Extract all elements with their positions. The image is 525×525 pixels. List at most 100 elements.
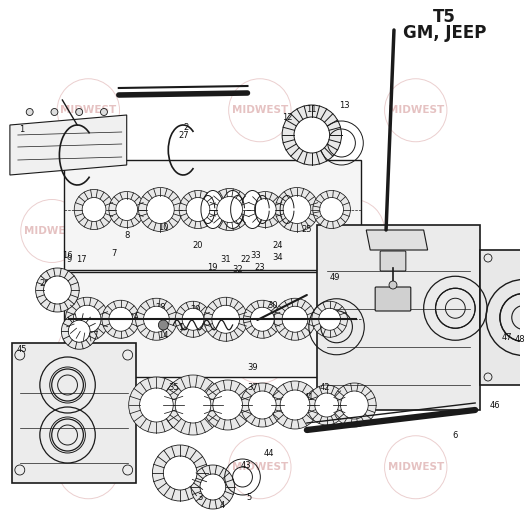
Circle shape: [274, 298, 316, 340]
Circle shape: [186, 197, 210, 222]
Bar: [480, 250, 525, 385]
Text: 2A: 2A: [128, 313, 139, 322]
Text: 5: 5: [247, 492, 252, 501]
Circle shape: [200, 474, 226, 500]
Bar: [12, 343, 135, 483]
Circle shape: [389, 281, 397, 289]
Bar: [65, 160, 361, 270]
Circle shape: [240, 383, 284, 427]
Circle shape: [100, 109, 108, 116]
Circle shape: [76, 109, 82, 116]
Circle shape: [175, 301, 211, 337]
Text: 22: 22: [240, 256, 251, 265]
Bar: [317, 225, 480, 410]
Circle shape: [248, 391, 276, 419]
Text: 17: 17: [76, 256, 87, 265]
Ellipse shape: [242, 191, 264, 228]
Circle shape: [143, 306, 169, 332]
Text: 2: 2: [183, 122, 188, 131]
Text: 38: 38: [260, 393, 271, 402]
Circle shape: [135, 298, 177, 340]
Text: 35: 35: [168, 383, 178, 392]
Text: MIDWEST: MIDWEST: [60, 346, 117, 357]
Text: 40: 40: [290, 393, 300, 402]
Text: 3: 3: [197, 492, 203, 501]
Circle shape: [65, 297, 109, 341]
Text: 1: 1: [19, 125, 24, 134]
Circle shape: [312, 301, 348, 337]
Text: 31: 31: [220, 256, 231, 265]
Text: 41: 41: [303, 393, 314, 402]
Text: 24: 24: [272, 240, 282, 249]
Circle shape: [36, 268, 79, 312]
Text: 7: 7: [111, 248, 117, 257]
Text: 42: 42: [319, 383, 330, 392]
Circle shape: [26, 109, 33, 116]
Circle shape: [129, 377, 184, 433]
Circle shape: [109, 307, 133, 331]
Circle shape: [213, 390, 243, 420]
Text: MIDWEST: MIDWEST: [232, 346, 288, 357]
Text: MIDWEST: MIDWEST: [232, 462, 288, 472]
Text: 39: 39: [247, 362, 258, 372]
Text: 8: 8: [124, 230, 129, 239]
Text: 26: 26: [39, 278, 50, 288]
Circle shape: [204, 297, 247, 341]
Circle shape: [191, 465, 235, 509]
Text: 16: 16: [62, 250, 72, 259]
Polygon shape: [10, 115, 127, 175]
FancyBboxPatch shape: [375, 287, 411, 311]
Circle shape: [139, 187, 182, 232]
Circle shape: [74, 190, 114, 229]
Circle shape: [203, 380, 253, 430]
Text: 43: 43: [240, 460, 251, 469]
Text: 4: 4: [220, 500, 225, 509]
Circle shape: [320, 197, 343, 222]
Circle shape: [307, 385, 347, 425]
Circle shape: [341, 391, 368, 419]
Circle shape: [255, 198, 276, 220]
Circle shape: [247, 192, 283, 227]
Circle shape: [244, 300, 281, 338]
Circle shape: [68, 320, 90, 342]
Circle shape: [146, 195, 174, 224]
Circle shape: [51, 109, 58, 116]
Circle shape: [282, 105, 341, 165]
Circle shape: [313, 191, 350, 228]
Circle shape: [140, 388, 173, 422]
Circle shape: [319, 308, 341, 330]
Text: 6: 6: [453, 430, 458, 439]
Text: 29: 29: [191, 306, 201, 314]
Text: 45: 45: [16, 345, 27, 354]
Text: 49: 49: [329, 272, 340, 281]
Text: 34: 34: [272, 253, 282, 261]
Text: MIDWEST: MIDWEST: [387, 346, 444, 357]
Circle shape: [163, 375, 223, 435]
FancyBboxPatch shape: [380, 251, 406, 271]
Circle shape: [82, 197, 106, 222]
Bar: [65, 272, 361, 377]
Text: 23: 23: [254, 262, 265, 271]
Circle shape: [163, 456, 197, 490]
Circle shape: [175, 387, 211, 423]
Circle shape: [250, 307, 274, 331]
Text: 48: 48: [514, 335, 525, 344]
Text: GM, JEEP: GM, JEEP: [403, 24, 486, 41]
Text: 36: 36: [185, 388, 195, 397]
Circle shape: [217, 196, 243, 223]
Text: 20: 20: [193, 240, 203, 249]
Circle shape: [294, 117, 330, 153]
Circle shape: [116, 198, 138, 220]
Circle shape: [271, 381, 319, 429]
Text: 28: 28: [155, 302, 166, 311]
Text: 25: 25: [302, 226, 312, 235]
Circle shape: [315, 393, 339, 417]
Text: 10: 10: [158, 223, 169, 232]
Text: MIDWEST: MIDWEST: [60, 105, 117, 116]
Circle shape: [275, 187, 319, 232]
Circle shape: [159, 320, 169, 330]
Text: 32: 32: [232, 266, 243, 275]
Text: MIDWEST: MIDWEST: [180, 226, 236, 236]
Text: 47: 47: [501, 332, 512, 341]
Circle shape: [283, 195, 311, 224]
